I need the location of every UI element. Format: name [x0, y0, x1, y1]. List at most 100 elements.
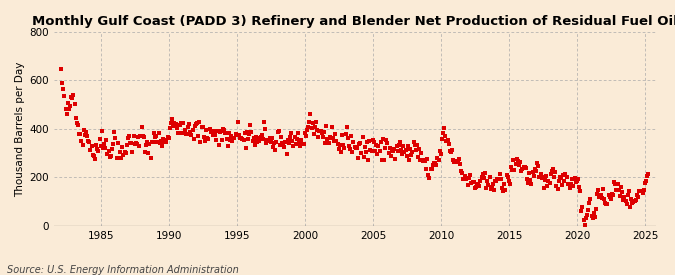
- Point: [599, 197, 610, 201]
- Point: [643, 172, 653, 176]
- Point: [245, 123, 256, 127]
- Point: [364, 139, 375, 144]
- Point: [210, 133, 221, 138]
- Point: [308, 132, 319, 136]
- Point: [619, 195, 630, 199]
- Point: [545, 172, 556, 177]
- Point: [185, 130, 196, 134]
- Point: [77, 143, 88, 147]
- Point: [347, 150, 358, 154]
- Point: [263, 139, 274, 143]
- Point: [439, 125, 450, 130]
- Point: [58, 86, 69, 91]
- Point: [437, 131, 448, 135]
- Point: [373, 144, 384, 148]
- Point: [596, 196, 607, 200]
- Y-axis label: Thousand Barrels per Day: Thousand Barrels per Day: [15, 61, 25, 197]
- Point: [257, 137, 268, 141]
- Point: [60, 106, 71, 111]
- Point: [175, 123, 186, 127]
- Point: [335, 149, 346, 154]
- Point: [510, 161, 521, 166]
- Point: [407, 150, 418, 154]
- Point: [310, 124, 321, 129]
- Point: [285, 134, 296, 139]
- Point: [601, 202, 612, 206]
- Point: [192, 120, 202, 125]
- Point: [479, 171, 490, 175]
- Point: [182, 132, 192, 136]
- Point: [144, 141, 155, 146]
- Point: [442, 138, 453, 143]
- Point: [260, 127, 271, 131]
- Point: [421, 167, 431, 172]
- Point: [359, 145, 370, 150]
- Point: [458, 177, 469, 181]
- Point: [541, 174, 551, 179]
- Point: [499, 182, 510, 186]
- Point: [609, 180, 620, 184]
- Point: [475, 179, 486, 183]
- Point: [305, 112, 316, 117]
- Point: [381, 138, 392, 143]
- Point: [515, 160, 526, 164]
- Point: [578, 218, 589, 222]
- Point: [113, 156, 124, 161]
- Point: [639, 181, 650, 186]
- Point: [455, 162, 466, 167]
- Point: [322, 137, 333, 141]
- Point: [207, 130, 217, 134]
- Point: [211, 138, 221, 142]
- Point: [398, 143, 409, 148]
- Point: [165, 126, 176, 130]
- Point: [187, 127, 198, 132]
- Point: [443, 142, 454, 147]
- Point: [383, 151, 394, 155]
- Point: [127, 149, 138, 154]
- Point: [204, 126, 215, 131]
- Point: [543, 179, 554, 183]
- Point: [423, 173, 434, 177]
- Point: [325, 136, 336, 140]
- Point: [642, 174, 653, 178]
- Point: [575, 189, 586, 193]
- Point: [418, 158, 429, 163]
- Point: [392, 149, 403, 153]
- Point: [410, 148, 421, 152]
- Point: [489, 187, 500, 192]
- Point: [333, 146, 344, 151]
- Point: [145, 156, 156, 160]
- Point: [602, 202, 613, 207]
- Point: [317, 131, 327, 136]
- Point: [639, 188, 649, 192]
- Point: [400, 148, 411, 153]
- Point: [330, 132, 341, 137]
- Point: [468, 180, 479, 184]
- Point: [469, 186, 480, 191]
- Point: [66, 95, 77, 100]
- Point: [255, 135, 266, 139]
- Point: [167, 117, 178, 121]
- Point: [624, 204, 635, 209]
- Point: [115, 150, 126, 155]
- Point: [307, 121, 318, 125]
- Point: [576, 209, 587, 213]
- Point: [122, 136, 133, 140]
- Point: [637, 191, 648, 195]
- Point: [63, 107, 74, 111]
- Point: [235, 136, 246, 141]
- Point: [593, 188, 603, 192]
- Point: [229, 136, 240, 140]
- Point: [80, 133, 90, 138]
- Point: [202, 136, 213, 140]
- Point: [324, 135, 335, 139]
- Point: [402, 144, 413, 148]
- Point: [256, 133, 267, 138]
- Point: [314, 129, 325, 133]
- Point: [228, 136, 239, 140]
- Point: [126, 141, 137, 146]
- Point: [614, 194, 625, 198]
- Point: [561, 175, 572, 179]
- Point: [110, 136, 121, 141]
- Point: [564, 182, 574, 186]
